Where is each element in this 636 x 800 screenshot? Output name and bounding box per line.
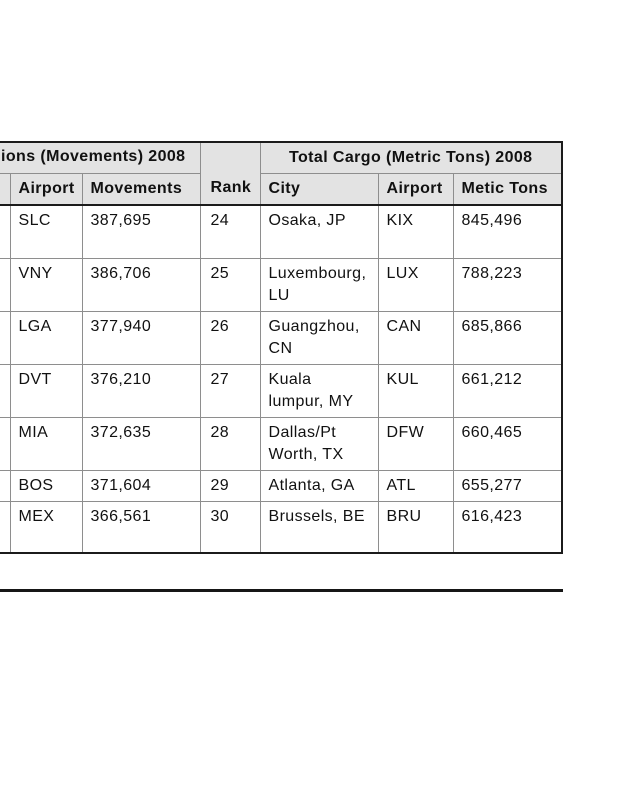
cell-city: Brussels, BE — [259, 500, 379, 554]
cell-airport-code: BRU — [377, 500, 454, 554]
column-header-cutoff — [0, 173, 11, 206]
column-header-airport-right: Airport — [377, 173, 454, 206]
cell-rank: 28 — [199, 416, 261, 471]
cell-airport-code: KIX — [377, 204, 454, 259]
cell-airport-code: MEX — [9, 500, 83, 554]
column-header-metric-tons: Metic Tons — [452, 173, 563, 206]
section-title-row: ions (Movements) 2008 Rank Total Cargo (… — [0, 141, 563, 206]
cell-cutoff — [0, 363, 11, 418]
cell-airport-code: DFW — [377, 416, 454, 471]
column-header-city: City — [259, 173, 379, 206]
cell-rank: 30 — [199, 500, 261, 554]
cell-city: Guangzhou, CN — [259, 310, 379, 365]
cell-city: Osaka, JP — [259, 204, 379, 259]
cell-airport-code: VNY — [9, 257, 83, 312]
table-row: VNY 386,706 25 Luxembourg, LU LUX 788,22… — [0, 257, 563, 312]
column-header-movements: Movements — [81, 173, 201, 206]
cell-airport-code: LGA — [9, 310, 83, 365]
table-row: BOS 371,604 29 Atlanta, GA ATL 655,277 — [0, 469, 563, 502]
column-header-rank: Rank — [199, 141, 261, 206]
cell-airport-code: SLC — [9, 204, 83, 259]
cell-rank: 27 — [199, 363, 261, 418]
cell-airport-code: MIA — [9, 416, 83, 471]
table-row: MEX 366,561 30 Brussels, BE BRU 616,423 — [0, 500, 563, 554]
cell-city: Dallas/Pt Worth, TX — [259, 416, 379, 471]
cell-metric-tons: 655,277 — [452, 469, 563, 502]
cell-movements: 386,706 — [81, 257, 201, 312]
cell-cutoff — [0, 257, 11, 312]
section-title-movements: ions (Movements) 2008 — [0, 141, 201, 174]
column-header-airport-left: Airport — [9, 173, 83, 206]
cell-city: Luxembourg, LU — [259, 257, 379, 312]
cell-metric-tons: 845,496 — [452, 204, 563, 259]
cell-movements: 371,604 — [81, 469, 201, 502]
cell-metric-tons: 661,212 — [452, 363, 563, 418]
cell-metric-tons: 788,223 — [452, 257, 563, 312]
cell-airport-code: LUX — [377, 257, 454, 312]
cell-cutoff — [0, 416, 11, 471]
table-row: MIA 372,635 28 Dallas/Pt Worth, TX DFW 6… — [0, 416, 563, 471]
cell-rank: 26 — [199, 310, 261, 365]
cell-cutoff — [0, 469, 11, 502]
cell-movements: 387,695 — [81, 204, 201, 259]
cell-city: Kuala lumpur, MY — [259, 363, 379, 418]
cell-airport-code: KUL — [377, 363, 454, 418]
cell-cutoff — [0, 500, 11, 554]
cell-cutoff — [0, 310, 11, 365]
cell-airport-code: CAN — [377, 310, 454, 365]
table-row: SLC 387,695 24 Osaka, JP KIX 845,496 — [0, 204, 563, 259]
cell-metric-tons: 616,423 — [452, 500, 563, 554]
table-row: LGA 377,940 26 Guangzhou, CN CAN 685,866 — [0, 310, 563, 365]
cell-metric-tons: 685,866 — [452, 310, 563, 365]
cell-movements: 376,210 — [81, 363, 201, 418]
airport-rankings-table: ions (Movements) 2008 Rank Total Cargo (… — [0, 141, 563, 554]
page-divider-rule — [0, 589, 563, 592]
section-title-cargo: Total Cargo (Metric Tons) 2008 — [259, 141, 563, 174]
column-header-row: Airport Movements City Airport Metic Ton… — [0, 173, 563, 206]
cell-movements: 372,635 — [81, 416, 201, 471]
cell-metric-tons: 660,465 — [452, 416, 563, 471]
cell-airport-code: BOS — [9, 469, 83, 502]
section-title-movements-text: ions (Movements) 2008 — [1, 148, 186, 165]
cell-rank: 24 — [199, 204, 261, 259]
cell-airport-code: DVT — [9, 363, 83, 418]
cell-rank: 25 — [199, 257, 261, 312]
cell-cutoff — [0, 204, 11, 259]
table-row: DVT 376,210 27 Kuala lumpur, MY KUL 661,… — [0, 363, 563, 418]
cell-city: Atlanta, GA — [259, 469, 379, 502]
cell-movements: 366,561 — [81, 500, 201, 554]
cell-airport-code: ATL — [377, 469, 454, 502]
cell-rank: 29 — [199, 469, 261, 502]
cell-movements: 377,940 — [81, 310, 201, 365]
